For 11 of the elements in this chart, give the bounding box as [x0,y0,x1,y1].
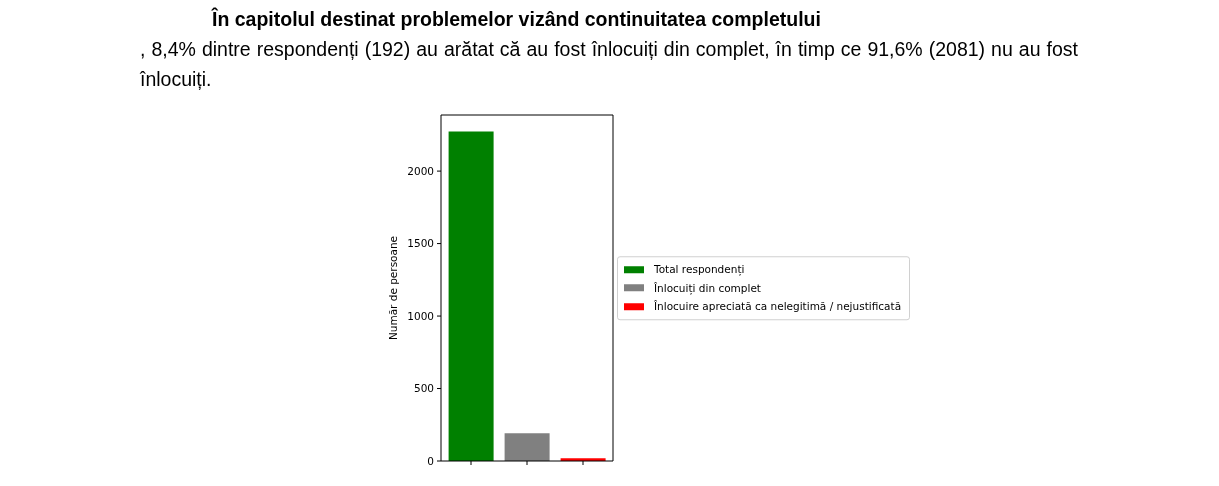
y-tick-label: 500 [413,382,434,395]
legend-label: Înlocuire apreciată ca nelegitimă / nejustificată [654,300,902,313]
y-tick-label: 1000 [407,309,434,322]
y-tick-label: 1500 [407,237,434,250]
legend-label: Total respondenți [654,263,745,276]
y-tick-label: 2000 [407,164,434,177]
legend-label: Înlocuiți din complet [654,282,761,294]
y-axis-title: Număr de persoane [387,235,399,341]
y-tick-label: 0 [427,454,434,467]
chart-subtitle: , 8,4% dintre respondenți (192) au arătat că au fost înlocuiți din complet, în timp ce 91,6% (2081) nu au fost înlocuiți. [140,37,1078,92]
chart-title: În capitolul destinat problemelor vizând continuitatea completului [210,6,821,32]
